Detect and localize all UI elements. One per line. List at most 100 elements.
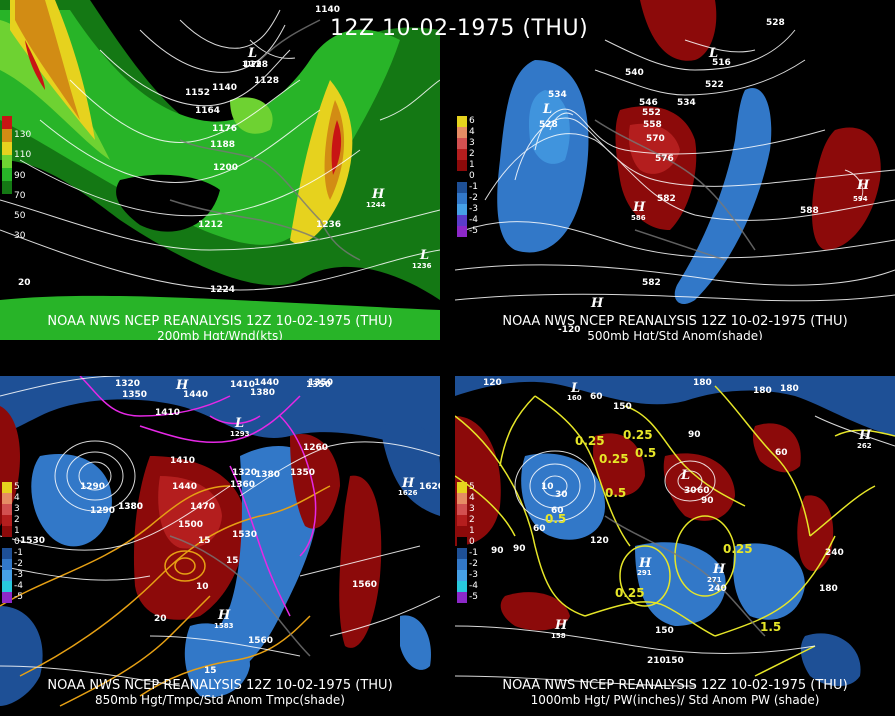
contour-label: 528 (766, 18, 785, 28)
contour-label: 1236 (316, 220, 342, 230)
main-title: 12Z 10-02-1975 (THU) (330, 16, 589, 41)
legend-label: -1 (469, 182, 478, 192)
contour-label: 180 (693, 378, 712, 388)
pw-label: 0.5 (545, 512, 567, 526)
legend-swatch (457, 504, 467, 515)
contour-label: 15 (204, 666, 217, 676)
legend-swatch (457, 226, 467, 237)
panel-caption: NOAA NWS NCEP REANALYSIS 12Z 10-02-1975 … (455, 314, 895, 341)
contour-label: 180 (753, 386, 772, 396)
legend-label: -5 (14, 592, 23, 602)
legend-swatch (457, 204, 467, 215)
contour-label: 552 (642, 108, 661, 118)
legend-swatch (2, 116, 12, 129)
contour-label: 1530 (232, 530, 258, 540)
contour-label: 10 (541, 482, 554, 492)
high-marker: H (555, 618, 568, 633)
legend-label: 2 (469, 515, 475, 525)
contour-label: 1290 (90, 506, 116, 516)
legend-label: 1 (469, 526, 475, 536)
legend-label: 1 (469, 160, 475, 170)
legend-850mb: 5 4 3 2 1 0 -1 -2 -3 -4 -5 (2, 482, 23, 603)
contour-label: 1140 (315, 5, 341, 15)
legend-label: -4 (469, 215, 478, 225)
contour-label: 586 (631, 214, 646, 222)
legend-swatch (2, 168, 12, 181)
contour-label: 240 (708, 584, 727, 594)
pw-label: 0.5 (605, 486, 627, 500)
legend-label: 70 (14, 191, 26, 201)
low-marker: L (543, 102, 553, 117)
contour-label: 516 (712, 58, 731, 68)
contour-label: 1350 (122, 390, 148, 400)
legend-swatch (457, 493, 467, 504)
contour-label: 1260 (303, 443, 329, 453)
pw-label: 0.25 (599, 452, 629, 466)
contour-label: 30 (684, 486, 697, 496)
legend-swatch (457, 581, 467, 592)
contour-label: 158 (551, 632, 566, 640)
high-marker: H (372, 187, 385, 202)
contour-label: 60 (551, 506, 564, 516)
contour-label: 1164 (195, 106, 221, 116)
high-marker: H (713, 562, 726, 577)
legend-swatch (457, 515, 467, 526)
high-marker: H (402, 476, 415, 491)
caption-line1: NOAA NWS NCEP REANALYSIS 12Z 10-02-1975 … (502, 314, 848, 329)
contour-label: 1380 (118, 502, 144, 512)
contour-label: 1152 (185, 88, 211, 98)
contour-label: 1212 (198, 220, 224, 230)
contour-label: 1500 (178, 520, 204, 530)
legend-swatch (457, 482, 467, 493)
pw-label: 0.5 (635, 446, 657, 460)
contour-label: 1350 (290, 468, 316, 478)
contour-label: 15 (226, 556, 239, 566)
high-marker: H (639, 556, 652, 571)
contour-label: 1176 (212, 124, 238, 134)
legend-swatch (2, 493, 12, 504)
contour-label: 1360 (230, 480, 256, 490)
pw-label: 0.25 (723, 542, 753, 556)
contour-label: 90 (513, 544, 526, 554)
contour-label: 582 (657, 194, 676, 204)
contour-label: 1128 (254, 76, 280, 86)
contour-label: 60 (775, 448, 788, 458)
legend-label: -1 (469, 548, 478, 558)
contour-label: 1530 (20, 536, 46, 546)
contour-label: 120 (590, 536, 609, 546)
legend-swatch (457, 215, 467, 226)
legend-swatch (2, 570, 12, 581)
contour-label: 1380 (250, 388, 276, 398)
legend-label: 50 (14, 211, 26, 221)
legend-label: 90 (14, 171, 26, 181)
legend-label: 30 (14, 231, 26, 241)
legend-label: 0 (469, 171, 475, 181)
legend-swatch (457, 127, 467, 138)
contour-label: 1140 (212, 83, 238, 93)
contour-label: 1440 (172, 482, 198, 492)
legend-swatch (457, 559, 467, 570)
panel-850mb-temp: 5 4 3 2 1 0 -1 -2 -3 -4 -5 1320 1350 144… (0, 376, 440, 716)
legend-label: -4 (469, 581, 478, 591)
contour-label: 10 (196, 582, 209, 592)
contour-label: 1440 (254, 378, 280, 388)
contour-label: 160 (567, 394, 582, 402)
map-500mb-anom (455, 0, 895, 305)
legend-label: 4 (469, 493, 475, 503)
contour-label: 1320 (115, 379, 141, 389)
contour-label: 180 (819, 584, 838, 594)
legend-label: 110 (14, 150, 32, 160)
map-200mb-wind (0, 0, 440, 340)
pw-label: 1.5 (760, 620, 782, 634)
contour-label: 1350 (308, 378, 334, 388)
contour-label: 558 (643, 120, 662, 130)
pw-label: 0.25 (615, 586, 645, 600)
caption-line2: 500mb Hgt/Std Anom(shade) (587, 329, 763, 340)
legend-swatch (457, 116, 467, 127)
legend-label: -2 (469, 559, 478, 569)
legend-label: -3 (14, 570, 23, 580)
legend-swatch (457, 138, 467, 149)
high-marker: H (218, 608, 231, 623)
contour-label: 1200 (213, 163, 239, 173)
contour-label: 588 (800, 206, 819, 216)
